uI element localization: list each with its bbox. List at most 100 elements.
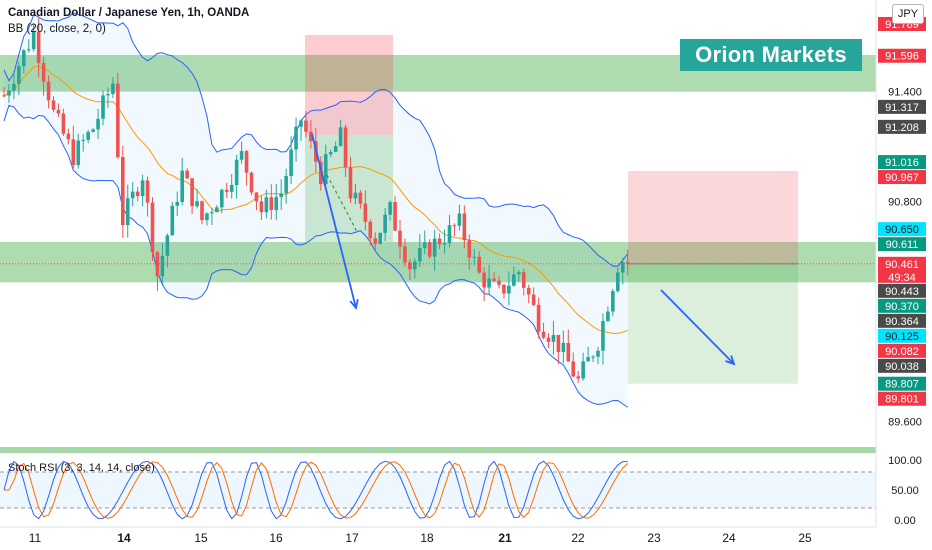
candle-body [185,170,189,179]
candle-body [413,261,417,270]
candle-body [304,120,308,132]
candle [422,230,427,255]
candle-body [239,151,244,160]
candle-body [220,189,224,208]
time-label: 25 [798,531,812,545]
candle-body [328,151,333,155]
candle [601,313,605,365]
time-label: 17 [345,531,359,545]
candle [427,239,432,259]
candle-body [447,225,452,244]
candle [531,287,536,307]
price-badge-text: 89.807 [885,379,919,391]
candle [304,110,308,138]
candle-body [140,180,145,197]
time-label: 21 [498,531,512,545]
stoch-tick: 100.00 [888,455,922,467]
candle [224,182,229,199]
candle-body [437,238,442,245]
candle-body [556,334,561,352]
price-badge: 90.650 [878,222,926,237]
candle [244,149,249,186]
candle-body [22,50,26,67]
candle-body [31,31,36,50]
candle [294,117,298,162]
candle-body [561,342,566,352]
candle-body [358,192,363,204]
candle [46,75,51,109]
currency-button[interactable]: JPY [892,4,924,24]
stoch-band [0,472,876,508]
candle-body [403,246,407,263]
reward-zone [628,263,798,384]
chart-title: Canadian Dollar / Japanese Yen, 1h, OAND… [8,7,250,19]
candle [616,267,620,293]
candle-body [482,272,486,288]
candle-body [125,198,130,226]
candle-body [536,304,541,332]
time-label: 23 [647,531,661,545]
candle [12,70,16,100]
price-badge-text: 90.038 [885,361,919,373]
candle [2,87,6,98]
candle-body [111,83,115,95]
candle [215,204,219,213]
candle [566,329,571,362]
candle-body [244,151,249,173]
price-badge-bg [878,99,926,114]
arrow-shaft [660,289,735,365]
candle-body [526,287,531,295]
supply-box [305,35,393,135]
candle-body [388,202,392,215]
candle-body [378,232,382,244]
candle [328,149,333,158]
price-badge-bg [878,328,926,343]
candle [521,268,526,296]
candle-body [452,225,457,227]
candle-body [36,31,41,64]
price-badge-text: 91.016 [885,157,919,169]
candle-body [289,149,293,177]
price-tick: 89.600 [888,417,922,429]
price-badge-bg [878,170,926,185]
candle-body [41,63,46,82]
time-label: 22 [571,531,585,545]
candle [388,200,392,221]
stoch-tick: 50.00 [891,485,919,497]
candle [165,233,170,268]
arrow-shaft [311,133,357,309]
candle-body [96,118,100,130]
candle-body [264,197,269,213]
price-badge-bg [878,313,926,328]
bollinger-lower [3,104,628,408]
dashed-path [326,174,358,233]
price-badge: 90.038 [878,358,926,373]
price-badge-text: 89.801 [885,394,919,406]
stoch-rsi-label[interactable]: Stoch RSI (3, 3, 14, 14, close) [8,462,155,474]
price-badge: 90.611 [878,237,926,252]
candle [229,173,234,199]
candle-body [200,201,204,221]
candle-body [383,214,387,233]
candle [116,72,120,159]
price-tick: 90.800 [888,197,922,209]
candle-body [46,81,51,101]
candle [111,77,115,98]
candle [467,234,472,270]
candle-body [348,167,353,199]
candle-body [51,100,56,110]
price-badge-text: 91.596 [885,51,919,63]
candle-body [457,213,462,226]
candle [180,157,184,206]
watermark-banner: Orion Markets [680,39,862,71]
candle-body [205,213,209,221]
candle-body [130,191,135,199]
time-label: 14 [117,531,131,545]
candle-body [26,49,31,51]
candle-body [215,207,219,213]
candle [205,212,209,226]
candle [363,190,368,231]
bollinger-label[interactable]: BB (20, close, 2, 0) [8,23,106,35]
